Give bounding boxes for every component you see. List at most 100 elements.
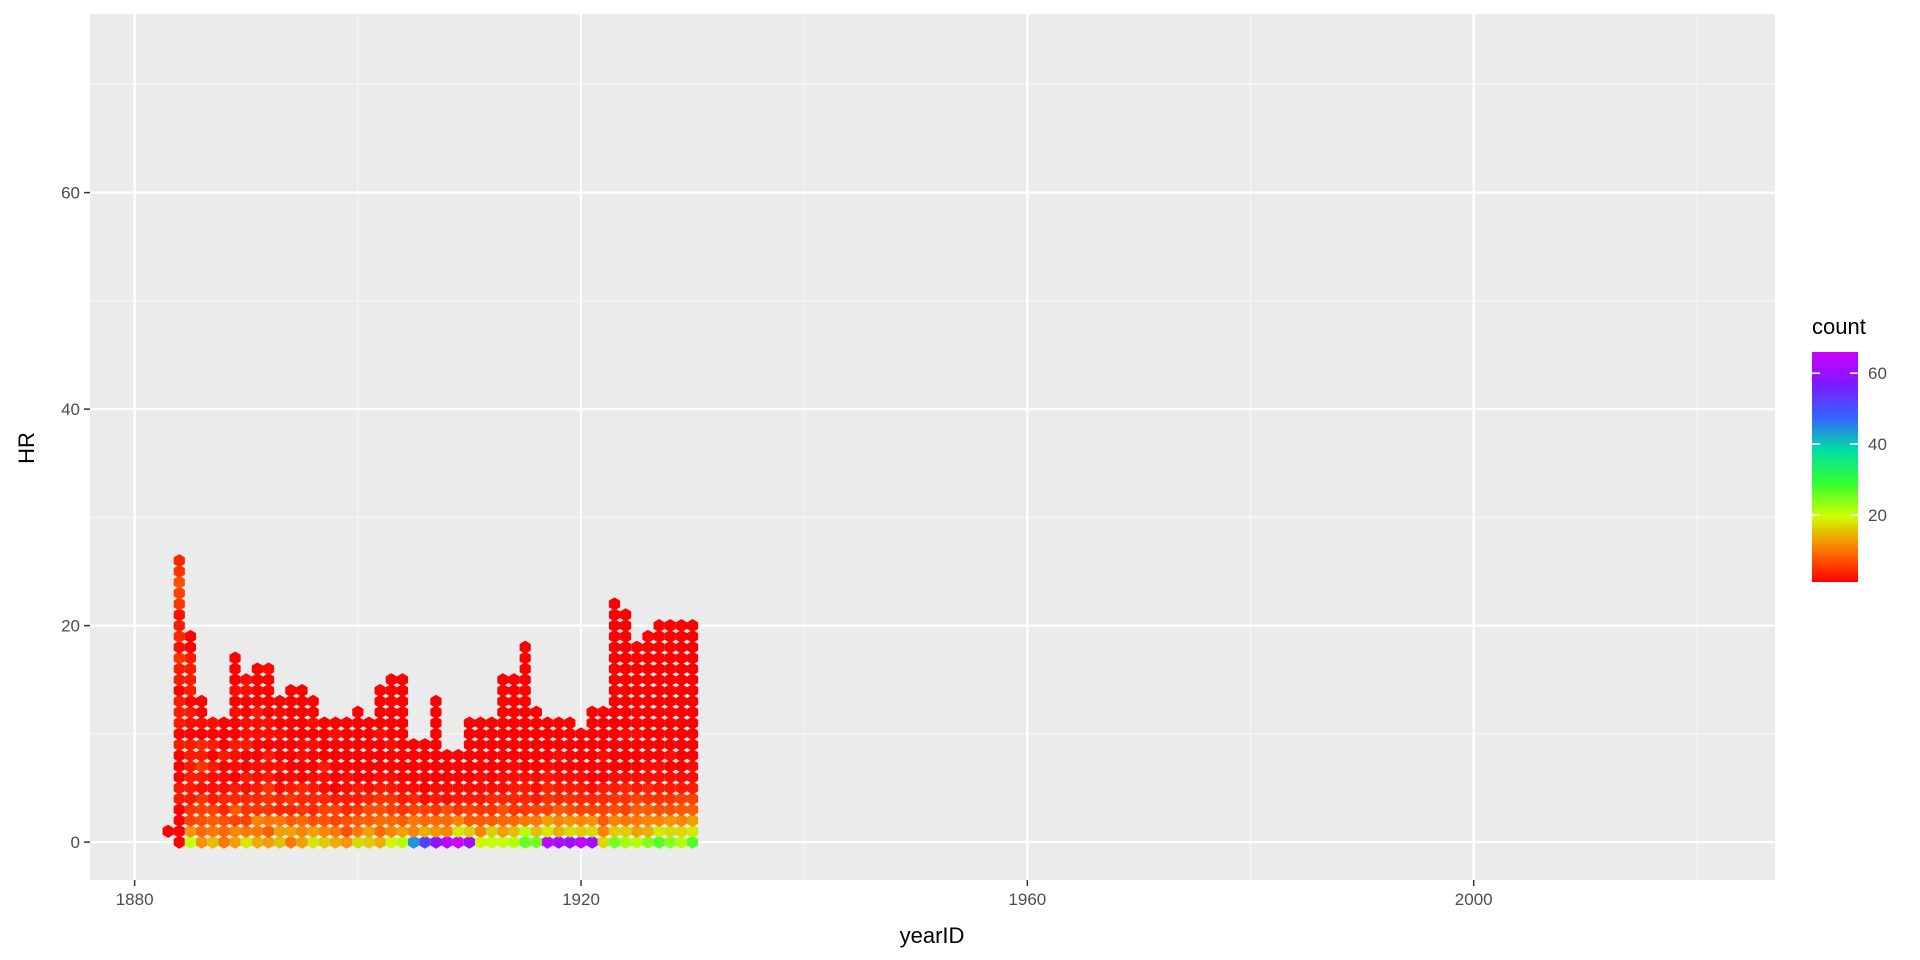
hex-bin bbox=[441, 835, 453, 849]
hex-bin bbox=[408, 835, 420, 849]
hex-bin bbox=[631, 651, 643, 665]
hex-bin bbox=[184, 792, 197, 806]
hex-bin bbox=[553, 792, 565, 806]
hex-bin bbox=[642, 792, 654, 806]
hex-bin bbox=[586, 813, 598, 828]
hex-bin bbox=[597, 781, 609, 795]
hex-bin bbox=[329, 803, 342, 817]
hex-bin bbox=[419, 759, 431, 773]
hex-bin bbox=[385, 705, 397, 719]
hex-bin bbox=[687, 694, 699, 708]
hex-bin bbox=[497, 683, 509, 698]
x-axis-title: yearID bbox=[900, 923, 965, 948]
hex-bin bbox=[296, 781, 308, 795]
hex-bin bbox=[474, 727, 487, 741]
hex-bin bbox=[631, 759, 643, 773]
hex-bin bbox=[497, 781, 509, 795]
hex-bin bbox=[396, 748, 409, 763]
hex-bin bbox=[396, 738, 409, 752]
hex-bin bbox=[240, 727, 252, 741]
hex-bin bbox=[597, 748, 609, 763]
hex-bin bbox=[653, 770, 665, 784]
hex-bin bbox=[620, 781, 632, 795]
hex-bin bbox=[285, 770, 297, 784]
hex-bin bbox=[564, 803, 576, 817]
hex-bin bbox=[642, 759, 654, 773]
hex-bin bbox=[385, 759, 397, 773]
hex-bin bbox=[341, 813, 353, 828]
hex-bin bbox=[408, 748, 420, 763]
hex-bin bbox=[541, 738, 554, 752]
hex-bin bbox=[620, 683, 632, 698]
hex-bin bbox=[218, 716, 230, 730]
hex-bin bbox=[631, 824, 643, 838]
hex-bin bbox=[229, 759, 241, 773]
hex-bin bbox=[530, 759, 542, 773]
hex-bin bbox=[184, 716, 197, 730]
hex-bin bbox=[608, 748, 621, 763]
hex-bin bbox=[608, 608, 621, 622]
hex-bin bbox=[497, 759, 509, 773]
hex-bin bbox=[329, 716, 342, 730]
hex-bin bbox=[419, 748, 431, 763]
hex-bin bbox=[229, 770, 241, 784]
hex-bin bbox=[474, 792, 487, 806]
hex-bin bbox=[240, 716, 252, 730]
hex-bin bbox=[408, 759, 420, 773]
hex-bin bbox=[251, 835, 263, 849]
hex-bin bbox=[620, 705, 632, 719]
hex-bin bbox=[530, 770, 542, 784]
hex-bin bbox=[341, 824, 353, 838]
hex-bin bbox=[218, 748, 230, 763]
hex-bin bbox=[608, 738, 621, 752]
hex-bin bbox=[687, 835, 699, 849]
hex-bin bbox=[285, 738, 297, 752]
hex-bin bbox=[374, 759, 386, 773]
hex-bin bbox=[575, 781, 587, 795]
hex-bin bbox=[430, 716, 442, 730]
hex-bin bbox=[341, 781, 353, 795]
hex-bin bbox=[687, 727, 699, 741]
hex-bin bbox=[508, 803, 520, 817]
hex-bin bbox=[564, 835, 576, 849]
hex-bin bbox=[307, 781, 319, 795]
hex-bin bbox=[173, 651, 185, 665]
hex-bin bbox=[240, 673, 252, 687]
hex-bin bbox=[341, 803, 353, 817]
hex-bin bbox=[664, 770, 676, 784]
hex-bin bbox=[519, 748, 531, 763]
hex-bin bbox=[541, 824, 554, 838]
hex-bin bbox=[553, 835, 565, 849]
hex-bin bbox=[173, 564, 185, 579]
hex-bin bbox=[564, 759, 576, 773]
hex-bin bbox=[508, 727, 520, 741]
hex-bin bbox=[575, 738, 587, 752]
hex-bin bbox=[196, 835, 208, 849]
hex-bin bbox=[352, 792, 364, 806]
hex-bin bbox=[687, 770, 699, 784]
hex-bin bbox=[687, 651, 699, 665]
hex-bin bbox=[664, 716, 676, 730]
hex-bin bbox=[296, 738, 308, 752]
hex-bin bbox=[285, 835, 297, 849]
hex-bin bbox=[262, 770, 275, 784]
hex-bin bbox=[530, 748, 542, 763]
hex-bin bbox=[341, 792, 353, 806]
hex-bin bbox=[262, 694, 275, 708]
hex-bin bbox=[274, 803, 286, 817]
hex-bin bbox=[675, 716, 687, 730]
hex-bin bbox=[240, 824, 252, 838]
hex-bin bbox=[553, 824, 565, 838]
hex-bin bbox=[251, 824, 263, 838]
hex-bin bbox=[374, 803, 386, 817]
hex-bin bbox=[564, 738, 576, 752]
hex-bin bbox=[385, 824, 397, 838]
hex-bin bbox=[474, 716, 487, 730]
hex-bin bbox=[597, 770, 609, 784]
hex-bin bbox=[608, 759, 621, 773]
hex-bin bbox=[240, 748, 252, 763]
hex-bin bbox=[631, 727, 643, 741]
hex-bin bbox=[486, 716, 498, 730]
hex-bin bbox=[642, 694, 654, 708]
hex-bin bbox=[408, 781, 420, 795]
